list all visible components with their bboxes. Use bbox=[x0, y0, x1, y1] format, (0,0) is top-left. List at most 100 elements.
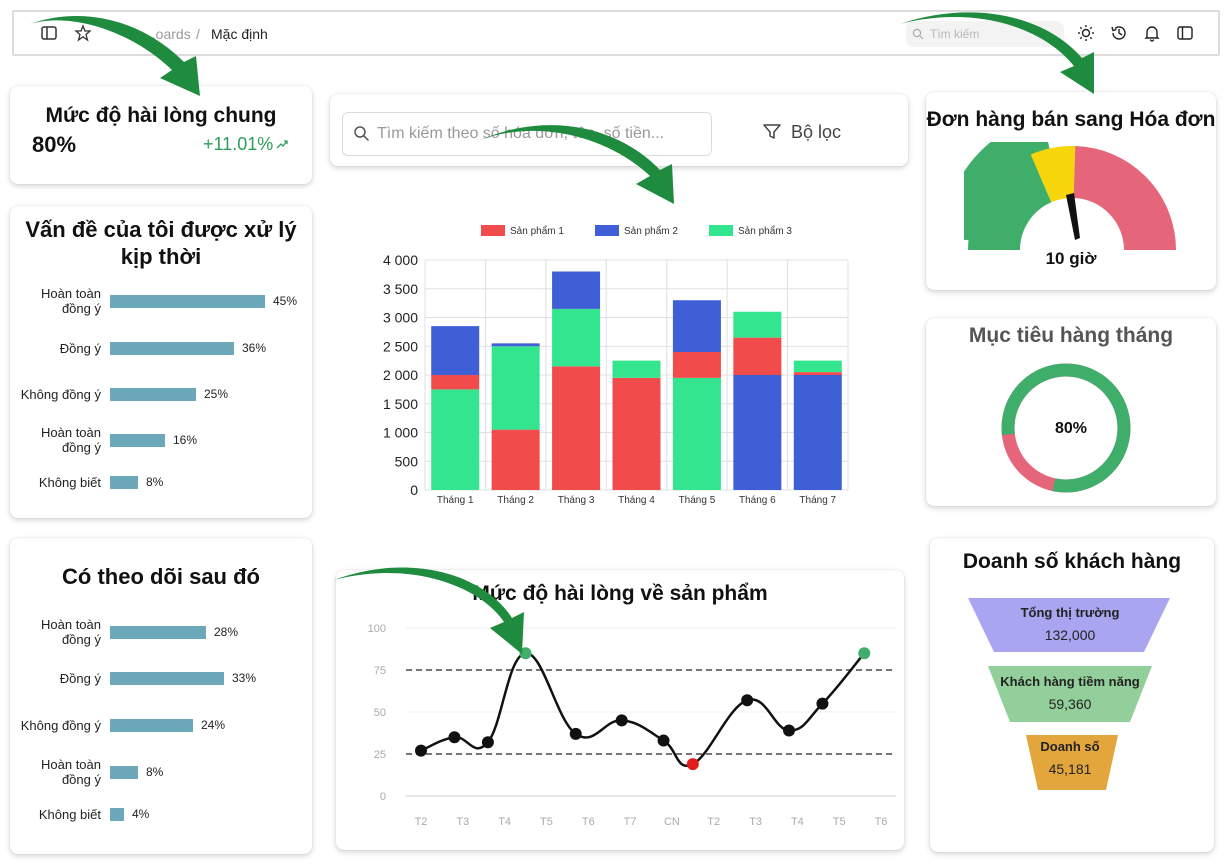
history-icon[interactable] bbox=[1110, 24, 1128, 42]
legend-swatch bbox=[709, 225, 733, 236]
breadcrumb-parent[interactable]: ...oards bbox=[144, 26, 191, 42]
sales-funnel bbox=[968, 598, 1170, 790]
x-tick-label: T4 bbox=[791, 816, 804, 828]
gauge-segment-yellow bbox=[1030, 146, 1076, 203]
x-tick-label: CN bbox=[664, 816, 680, 828]
sun-icon[interactable] bbox=[1077, 24, 1095, 42]
followup-title: Có theo dõi sau đó bbox=[62, 564, 260, 589]
bar-row-label: Hoàn toàn đồng ý bbox=[41, 286, 101, 316]
bar-segment bbox=[431, 375, 480, 390]
bar-row-bar bbox=[110, 476, 138, 489]
issues-handled-title: Vấn đề của tôi được xử lý kịp thời bbox=[10, 216, 312, 270]
data-point bbox=[657, 734, 670, 747]
bar-segment bbox=[552, 271, 601, 309]
search-input[interactable]: Tìm kiếm bbox=[906, 21, 1064, 47]
bar-row-percent: 4% bbox=[132, 807, 150, 821]
gauge-title: Đơn hàng bán sang Hóa đơn bbox=[926, 108, 1216, 131]
bar-row-label: Hoàn toàn đồng ý bbox=[41, 425, 101, 455]
bar-row-percent: 24% bbox=[201, 718, 226, 732]
filter-label: Bộ lọc bbox=[791, 122, 842, 142]
bar-segment bbox=[491, 343, 540, 347]
bar-segment bbox=[431, 326, 480, 375]
sidebar-toggle-icon[interactable] bbox=[40, 24, 58, 42]
bar-row-label: Không biết bbox=[38, 807, 101, 822]
monthly-goal-value: 80% bbox=[1054, 420, 1088, 437]
bar-row-bar bbox=[110, 626, 206, 639]
bar-row-percent: 36% bbox=[242, 341, 267, 355]
bar-row-bar bbox=[110, 672, 224, 685]
bar-segment bbox=[793, 375, 842, 490]
customer-sales-card: Doanh số khách hàng Tổng thị trường 132,… bbox=[930, 538, 1214, 852]
monthly-goal-ring bbox=[1001, 363, 1131, 493]
bell-icon[interactable] bbox=[1143, 24, 1161, 42]
legend-label: Sản phẩm 3 bbox=[738, 225, 792, 237]
funnel-stage-value: 45,181 bbox=[1048, 761, 1092, 777]
funnel-stage-market bbox=[968, 598, 1170, 652]
data-point bbox=[615, 714, 628, 727]
bar-segment bbox=[793, 360, 842, 373]
y-tick-label: 3 500 bbox=[383, 281, 418, 297]
funnel-stage-sales-text: Doanh số 45,181 bbox=[970, 736, 1170, 780]
legend-swatch bbox=[481, 225, 505, 236]
goal-ring-progress bbox=[1001, 363, 1131, 493]
search-icon bbox=[912, 28, 924, 40]
gauge-segment-red bbox=[1072, 146, 1176, 252]
bar-row-bar bbox=[110, 342, 234, 355]
line-chart-title: Mức độ hài lòng về sản phẩm bbox=[472, 582, 768, 605]
y-tick-label: 2 000 bbox=[383, 367, 418, 383]
funnel-stage-label: Doanh số bbox=[1040, 739, 1100, 754]
data-point bbox=[741, 694, 754, 707]
issues-handled-card: Vấn đề của tôi được xử lý kịp thời Hoàn … bbox=[10, 206, 312, 518]
bar-segment bbox=[793, 372, 842, 375]
funnel-stage-label: Tổng thị trường bbox=[1020, 605, 1120, 620]
bar-segment bbox=[733, 311, 782, 338]
y-tick-label: 4 000 bbox=[383, 252, 418, 268]
data-point bbox=[481, 736, 494, 749]
legend-swatch bbox=[595, 225, 619, 236]
title-line-1: Vấn đề của tôi được xử lý bbox=[25, 217, 297, 242]
trend-up-icon bbox=[276, 140, 288, 149]
y-tick-label: 500 bbox=[395, 453, 419, 469]
bar-segment bbox=[552, 366, 601, 490]
star-icon[interactable] bbox=[74, 24, 92, 42]
bar-row-percent: 25% bbox=[204, 387, 229, 401]
bar-segment bbox=[552, 308, 601, 367]
funnel-stage-label: Khách hàng tiềm năng bbox=[1000, 674, 1140, 689]
x-tick-label: T5 bbox=[540, 816, 553, 828]
bar-row-bar bbox=[110, 434, 165, 447]
bar-row-label: Không đồng ý bbox=[20, 387, 101, 402]
data-point bbox=[448, 731, 461, 744]
search-icon bbox=[354, 126, 370, 142]
funnel-title: Doanh số khách hàng bbox=[962, 550, 1182, 573]
bar-row-percent: 33% bbox=[232, 671, 257, 685]
bar-row-label: Không biết bbox=[38, 475, 101, 490]
gauge-segment-green bbox=[964, 142, 1055, 242]
bar-row-label: Hoàn toàn đồng ý bbox=[41, 617, 101, 647]
x-tick-label: T2 bbox=[415, 816, 428, 828]
bar-row-bar bbox=[110, 719, 193, 732]
data-point bbox=[783, 724, 795, 737]
bar-segment bbox=[733, 375, 782, 490]
monthly-products-stacked-bar-chart: Sản phẩm 1 Sản phẩm 2 Sản phẩm 3 0 500 1 000 1… bbox=[383, 225, 849, 506]
x-tick-label: Tháng 7 bbox=[799, 495, 836, 506]
y-tick-label: 50 bbox=[374, 707, 386, 719]
funnel-stage-market-text: Tổng thị trường 132,000 bbox=[970, 602, 1170, 646]
satisfaction-change: +11.01% bbox=[203, 134, 274, 154]
bar-row-percent: 28% bbox=[214, 625, 239, 639]
y-tick-label: 1 500 bbox=[383, 396, 418, 412]
overall-satisfaction-title: Mức độ hài lòng chung bbox=[45, 104, 277, 127]
funnel-stage-value: 132,000 bbox=[1044, 627, 1096, 643]
bar-row-percent: 8% bbox=[146, 765, 164, 779]
x-tick-label: T6 bbox=[582, 816, 595, 828]
data-point bbox=[686, 758, 699, 771]
breadcrumb-current: Mặc định bbox=[211, 26, 268, 42]
bar-segment bbox=[431, 389, 480, 490]
panel-icon[interactable] bbox=[1176, 24, 1194, 42]
funnel-stage-prospects-text: Khách hàng tiềm năng 59,360 bbox=[970, 671, 1170, 715]
x-tick-label: T3 bbox=[749, 816, 762, 828]
followup-card: Có theo dõi sau đó Hoàn toàn đồng ý 28% Đồn… bbox=[10, 538, 312, 854]
invoice-search-input[interactable]: Tìm kiếm theo số hóa đơn, tên, số tiền..… bbox=[342, 112, 712, 156]
y-tick-label: 1 000 bbox=[383, 425, 418, 441]
order-to-invoice-card: Đơn hàng bán sang Hóa đơn 10 giờ bbox=[926, 92, 1216, 290]
funnel-stage-sales bbox=[1026, 735, 1118, 790]
